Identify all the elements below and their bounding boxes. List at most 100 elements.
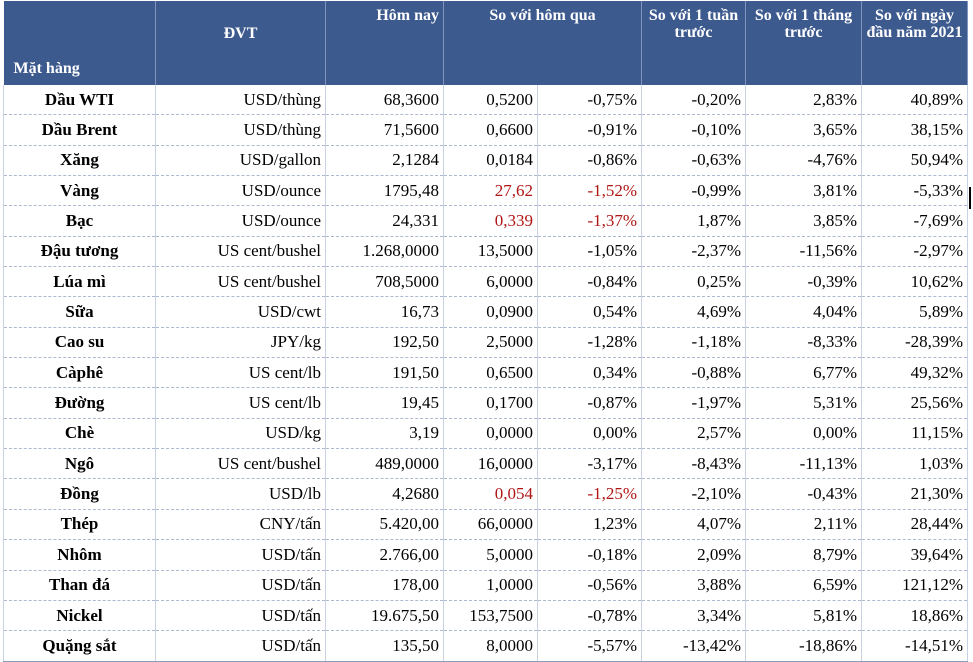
cell-week: -0,10% xyxy=(641,114,747,146)
cell-week: -0,88% xyxy=(641,357,747,389)
cell-week: -1,18% xyxy=(641,327,747,359)
cell-ytd: -14,51% xyxy=(861,630,969,662)
table-row: Than đá USD/tấn 178,00 1,0000 -0,56% 3,88% 6,5… xyxy=(3,570,969,601)
cell-unit: USD/ounce xyxy=(155,205,326,237)
cell-change-pct: 0,54% xyxy=(537,296,643,328)
cell-change: 0,1700 xyxy=(443,387,538,419)
table-row: Dầu Brent USD/thùng 71,5600 0,6600 -0,91% -0,… xyxy=(3,114,969,146)
commodity-price-table: Mặt hàng ĐVT Hôm nay So với hôm qua So v… xyxy=(3,1,969,662)
cell-month: 3,81% xyxy=(745,175,863,207)
cell-ytd: 40,89% xyxy=(861,85,969,116)
cell-change-pct: -0,86% xyxy=(537,145,643,177)
cell-month: 2,11% xyxy=(745,509,863,541)
cell-ytd: -7,69% xyxy=(861,205,969,237)
cell-today: 489,0000 xyxy=(325,448,444,480)
table-row: Dầu WTI USD/thùng 68,3600 0,5200 -0,75% -0,20… xyxy=(3,85,969,116)
cell-today: 71,5600 xyxy=(325,114,444,146)
table-row: Đậu tương US cent/bushel 1.268,0000 13,5000… xyxy=(3,236,969,268)
cell-change-pct: -0,87% xyxy=(537,387,643,419)
header-vs-week: So với 1 tuần trước xyxy=(641,1,747,85)
cell-name: Thép xyxy=(3,509,156,541)
cell-month: -11,13% xyxy=(745,448,863,480)
cell-today: 68,3600 xyxy=(325,85,444,116)
cell-name: Đậu tương xyxy=(3,236,156,268)
cell-month: -11,56% xyxy=(745,236,863,268)
table-row: Bạc USD/ounce 24,331 0,339 -1,37% 1,87% 3,85% -… xyxy=(3,205,969,237)
cell-month: 2,83% xyxy=(745,85,863,116)
cell-name: Ngô xyxy=(3,448,156,480)
cell-change-pct: -1,28% xyxy=(537,327,643,359)
cell-change: 0,0000 xyxy=(443,418,538,450)
cell-ytd: 25,56% xyxy=(861,387,969,419)
cell-ytd: 49,32% xyxy=(861,357,969,389)
header-item: Mặt hàng xyxy=(3,1,156,85)
cell-today: 708,5000 xyxy=(325,266,444,298)
cell-today: 16,73 xyxy=(325,296,444,328)
cell-month: -4,76% xyxy=(745,145,863,177)
cell-name: Đồng xyxy=(3,478,156,510)
cell-change: 6,0000 xyxy=(443,266,538,298)
cell-unit: US cent/bushel xyxy=(155,266,326,298)
cell-today: 3,19 xyxy=(325,418,444,450)
cell-change-pct: -0,75% xyxy=(537,85,643,116)
table-row: Đường US cent/lb 19,45 0,1700 -0,87% -1,97% 5,… xyxy=(3,387,969,419)
cell-unit: USD/tấn xyxy=(155,539,326,571)
cell-today: 135,50 xyxy=(325,630,444,662)
table-row: Càphê US cent/lb 191,50 0,6500 0,34% -0,88% 6,… xyxy=(3,357,969,389)
cell-change: 27,62 xyxy=(443,175,538,207)
cell-unit: USD/lb xyxy=(155,478,326,510)
cell-change: 0,054 xyxy=(443,478,538,510)
cell-name: Sữa xyxy=(3,296,156,328)
cell-week: -13,42% xyxy=(641,630,747,662)
cell-unit: USD/ounce xyxy=(155,175,326,207)
table-row: Ngô US cent/bushel 489,0000 16,0000 -3,17% -8… xyxy=(3,448,969,480)
cell-week: 4,07% xyxy=(641,509,747,541)
cell-change: 153,7500 xyxy=(443,600,538,632)
cell-ytd: 10,62% xyxy=(861,266,969,298)
cell-week: 3,34% xyxy=(641,600,747,632)
cell-month: 5,31% xyxy=(745,387,863,419)
cell-unit: US cent/bushel xyxy=(155,448,326,480)
cell-unit: USD/gallon xyxy=(155,145,326,177)
cell-name: Dầu Brent xyxy=(3,114,156,146)
header-today: Hôm nay xyxy=(325,1,444,85)
cell-week: 0,25% xyxy=(641,266,747,298)
cell-change-pct: -1,05% xyxy=(537,236,643,268)
cell-today: 4,2680 xyxy=(325,478,444,510)
cell-ytd: -2,97% xyxy=(861,236,969,268)
cell-month: 5,81% xyxy=(745,600,863,632)
cell-change: 0,0900 xyxy=(443,296,538,328)
cell-month: -8,33% xyxy=(745,327,863,359)
cell-change: 66,0000 xyxy=(443,509,538,541)
cell-week: -2,10% xyxy=(641,478,747,510)
table-row: Nickel USD/tấn 19.675,50 153,7500 -0,78% 3,34… xyxy=(3,600,969,632)
cell-change-pct: -3,17% xyxy=(537,448,643,480)
cell-today: 2,1284 xyxy=(325,145,444,177)
cell-month: 0,00% xyxy=(745,418,863,450)
cell-ytd: -28,39% xyxy=(861,327,969,359)
cell-change-pct: -1,37% xyxy=(537,205,643,237)
cell-change: 0,6500 xyxy=(443,357,538,389)
table-body: Dầu WTI USD/thùng 68,3600 0,5200 -0,75% -0,20… xyxy=(3,85,969,662)
cell-name: Càphê xyxy=(3,357,156,389)
cell-ytd: 121,12% xyxy=(861,570,969,601)
cell-name: Quặng sắt xyxy=(3,630,156,662)
cell-month: 3,65% xyxy=(745,114,863,146)
cell-change-pct: -0,84% xyxy=(537,266,643,298)
cell-unit: USD/kg xyxy=(155,418,326,450)
cell-today: 1.268,0000 xyxy=(325,236,444,268)
cell-ytd: 5,89% xyxy=(861,296,969,328)
cell-unit: USD/thùng xyxy=(155,114,326,146)
cell-change: 0,339 xyxy=(443,205,538,237)
cell-today: 19,45 xyxy=(325,387,444,419)
cell-name: Nhôm xyxy=(3,539,156,571)
table-row: Chè USD/kg 3,19 0,0000 0,00% 2,57% 0,00% 11,15% xyxy=(3,418,969,450)
cell-change: 8,0000 xyxy=(443,630,538,662)
cell-change-pct: -0,78% xyxy=(537,600,643,632)
cell-change: 16,0000 xyxy=(443,448,538,480)
cell-today: 24,331 xyxy=(325,205,444,237)
cell-unit: USD/tấn xyxy=(155,570,326,601)
cell-name: Lúa mì xyxy=(3,266,156,298)
cell-today: 19.675,50 xyxy=(325,600,444,632)
table-row: Sữa USD/cwt 16,73 0,0900 0,54% 4,69% 4,04% 5,89… xyxy=(3,296,969,328)
